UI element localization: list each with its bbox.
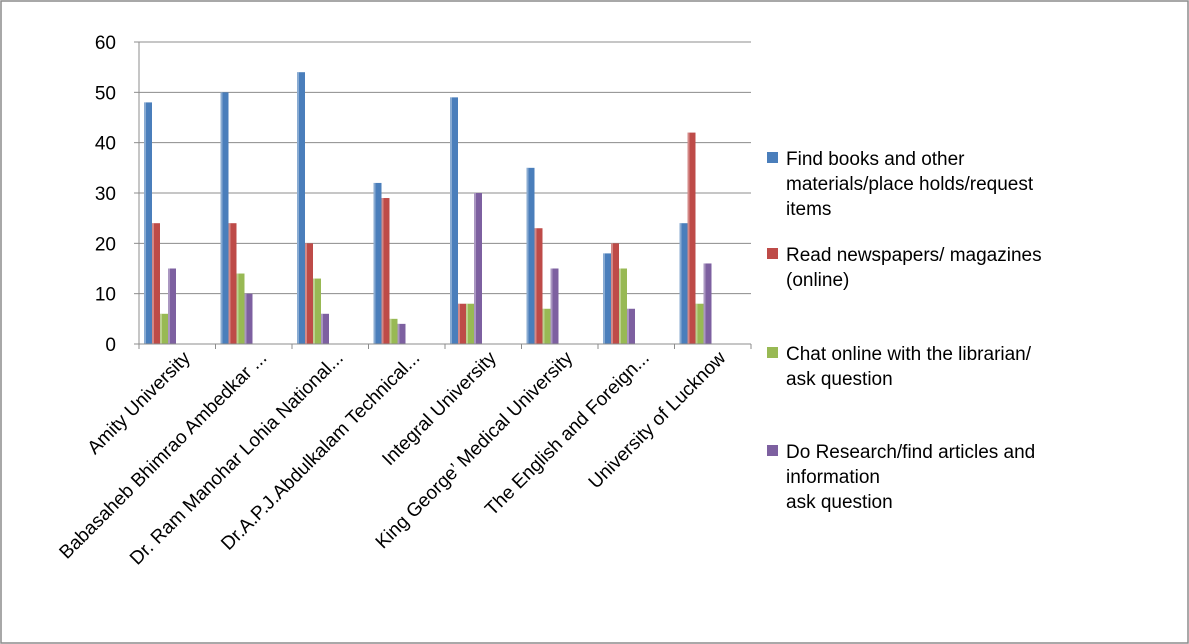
legend-label: Do Research/find articles and [786,442,1035,463]
bar-highlight [474,193,476,344]
legend-label: Chat online with the librarian/ [786,344,1032,365]
y-tick-label: 40 [95,134,116,155]
bar [534,228,543,344]
bar [244,293,253,344]
bar-highlight [220,92,223,344]
bar-highlight [373,182,376,344]
bar-highlight [381,198,384,344]
bar-highlight [550,268,553,344]
legend-swatch [767,445,778,456]
bar [458,303,466,344]
bar-highlight [450,97,452,344]
bar-highlight [466,303,468,344]
bar [321,313,329,344]
legend-swatch [767,152,778,163]
legend-label: items [786,199,831,220]
legend-label: Find books and other [786,149,965,170]
legend-swatch [767,248,778,259]
bar [695,303,704,344]
bar-highlight [603,253,605,344]
y-axis-ticks: 0 10 20 30 40 50 60 [95,33,139,356]
legend-label: (online) [786,270,849,291]
bar-highlight [542,308,545,344]
bar [550,268,559,344]
bar-highlight [152,223,154,344]
axes [138,42,752,349]
bar-highlight [687,132,690,344]
legend: Find books and other materials/place hold… [767,149,1042,513]
bar-highlight [236,273,239,344]
legend-label: information [786,467,880,488]
bar [474,193,482,344]
bar [168,268,176,344]
bar [703,263,712,344]
y-tick-label: 10 [95,285,116,306]
bar [679,223,688,344]
bar-highlight [168,268,170,344]
bar [389,318,398,344]
bar [236,273,245,344]
bar-highlight [526,167,529,344]
legend-label: ask question [786,369,893,390]
bar [603,253,611,344]
bar-highlight [703,263,706,344]
bar-highlight [297,72,299,344]
bar-highlight [458,303,460,344]
bar [297,72,305,344]
bar [526,167,535,344]
bar-highlight [534,228,537,344]
y-tick-label: 50 [95,83,116,104]
bar-highlight [397,323,400,344]
bar-highlight [244,293,247,344]
bar [627,308,635,344]
bar [220,92,229,344]
bar-highlight [389,318,392,344]
legend-label: Read newspapers/ magazines [786,245,1042,266]
bar [160,313,168,344]
legend-label: ask question [786,492,893,513]
y-tick-label: 60 [95,33,116,54]
bar-series [144,72,712,345]
bar [466,303,474,344]
bar-highlight [679,223,682,344]
bar-highlight [313,278,315,344]
bar-highlight [695,303,698,344]
bar [450,97,458,344]
legend-swatch [767,347,778,358]
bar [313,278,321,344]
bar-highlight [144,102,146,345]
bar-highlight [228,223,231,344]
y-tick-label: 30 [95,184,116,205]
bar [373,182,382,344]
bar-highlight [611,243,613,344]
bar-highlight [627,308,629,344]
bar [687,132,696,344]
bar-highlight [305,243,307,344]
bar [381,198,390,344]
bar [611,243,619,344]
bar [152,223,160,344]
bar [619,268,627,344]
bar-highlight [160,313,162,344]
bar [397,323,406,344]
gridlines [139,41,751,295]
bar-highlight [619,268,621,344]
bar [305,243,313,344]
y-tick-label: 0 [105,335,116,356]
legend-label: materials/place holds/request [786,174,1034,195]
bar [542,308,551,344]
bar [144,102,152,345]
bar-highlight [321,313,323,344]
bar [228,223,237,344]
y-tick-label: 20 [95,234,116,255]
